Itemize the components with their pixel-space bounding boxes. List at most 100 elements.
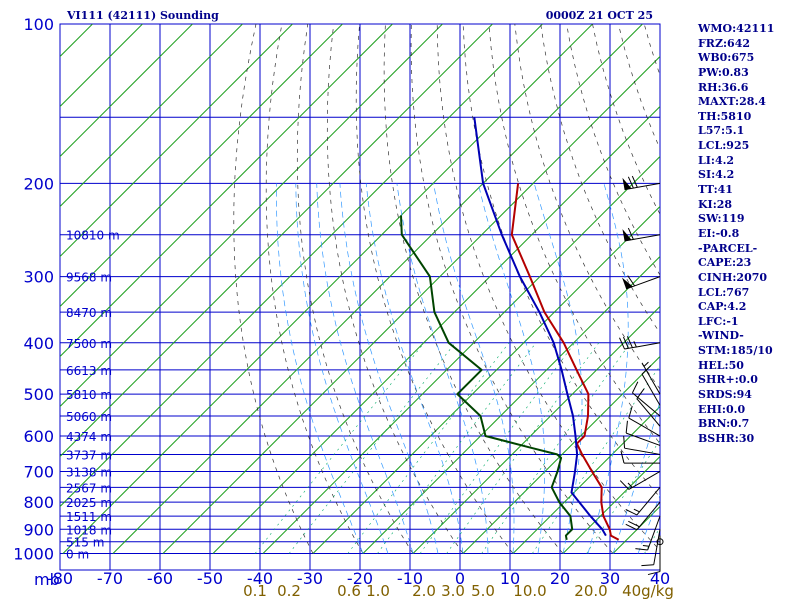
moist-adiabat-line <box>587 183 629 554</box>
height-label: 5810 m <box>66 388 112 402</box>
barb-half-flag <box>643 361 649 367</box>
moist-adiabat-line <box>339 183 439 554</box>
height-label: 4374 m <box>66 430 112 444</box>
barb-staff <box>624 447 661 455</box>
isotherm-line <box>262 155 660 554</box>
mixing-ratio-label: 10.0 <box>513 582 546 600</box>
moist-adiabat-line <box>612 399 660 554</box>
barb-flag <box>628 520 640 528</box>
stat-item: LI:4.2 <box>698 153 735 167</box>
pressure-tick-label: 100 <box>23 15 54 34</box>
dry-adiabat-line <box>540 24 660 334</box>
dry-adiabat-line <box>410 24 614 554</box>
stat-item: CINH:2070 <box>698 270 768 284</box>
isotherm-line <box>562 455 660 554</box>
moist-adiabat-line <box>477 183 546 554</box>
pressure-tick-label: 400 <box>23 334 54 353</box>
barb-flag <box>625 420 628 434</box>
isotherm-line <box>60 24 343 308</box>
barb-flag <box>628 406 633 419</box>
wind-barb <box>636 388 661 427</box>
barb-flag <box>619 337 626 350</box>
wind-barb <box>619 471 661 490</box>
barb-flag <box>620 450 625 464</box>
chart-title: VI111 (42111) Sounding <box>66 9 219 22</box>
moist-adiabat-line <box>637 494 660 554</box>
mixing-ratio-label: 2.0 <box>412 582 436 600</box>
moist-adiabat-line <box>365 183 464 554</box>
moist-adiabat-line <box>396 183 489 554</box>
barb-staff <box>653 529 661 565</box>
barb-staff <box>636 398 661 427</box>
dry-adiabat-line <box>265 24 364 554</box>
mixing-ratio-label: 3.0 <box>441 582 465 600</box>
isotherm-line <box>112 24 643 554</box>
stat-item: LFC:-1 <box>698 314 739 328</box>
stat-item: KI:28 <box>698 197 733 211</box>
barb-flag <box>627 227 634 240</box>
stat-item: SRDS:94 <box>698 388 752 402</box>
stat-item: TH:5810 <box>698 109 752 123</box>
wind-barb <box>641 361 661 395</box>
mixing-ratio-line <box>377 342 537 554</box>
mixing-ratio-line <box>347 342 510 554</box>
height-label: 1018 m <box>66 523 112 537</box>
barb-half-flag <box>633 508 640 513</box>
barb-pennant <box>622 177 632 190</box>
temperature-tick-label: -80 <box>47 569 73 588</box>
isotherm-line <box>512 405 660 554</box>
barb-flag <box>631 175 638 188</box>
barb-pennant <box>622 229 632 241</box>
stat-item: FRZ:642 <box>698 36 751 50</box>
barb-flag <box>641 365 652 375</box>
stat-item: -WIND- <box>698 329 744 343</box>
barb-staff <box>647 515 661 551</box>
stat-item: SI:4.2 <box>698 168 735 182</box>
moist-adiabat-line <box>533 183 583 554</box>
stat-item: LCL:767 <box>698 285 750 299</box>
stat-item: TT:41 <box>698 183 733 197</box>
wind-barb <box>635 515 661 551</box>
wind-barb <box>620 450 660 464</box>
stat-item: CAPE:23 <box>698 256 752 270</box>
stat-item: BSHR:30 <box>698 431 755 445</box>
dry-adiabat-line <box>355 24 514 554</box>
moist-adiabat-line <box>276 183 364 554</box>
wind-barb <box>641 365 661 406</box>
dry-adiabat-line <box>296 24 414 554</box>
mixing-ratio-label: 40g/kg <box>622 582 674 600</box>
mixing-ratio-line <box>288 342 456 554</box>
barb-staff <box>624 182 661 191</box>
temperature-tick-label: -20 <box>347 569 373 588</box>
isotherm-line <box>60 24 243 208</box>
height-label: 8470 m <box>66 306 112 320</box>
wind-barb <box>619 336 661 350</box>
barb-staff <box>624 342 661 350</box>
pressure-tick-label: 300 <box>23 268 54 287</box>
height-label: 0 m <box>66 548 89 562</box>
parcel-line <box>473 117 607 537</box>
stat-item: LCL:925 <box>698 139 750 153</box>
barb-staff <box>636 501 661 531</box>
dewpoint-line <box>400 215 574 540</box>
wind-barb <box>656 538 664 546</box>
stat-item: EI:-0.8 <box>698 226 740 240</box>
wind-barb <box>623 435 661 455</box>
pressure-unit-label: mb <box>34 570 60 589</box>
isotherm-line <box>412 305 660 554</box>
dry-adiabat-line <box>233 24 314 554</box>
calm-circle <box>656 538 664 546</box>
isotherm-line <box>162 55 660 554</box>
wind-barb <box>641 529 661 567</box>
pressure-tick-label: 600 <box>23 427 54 446</box>
height-label: 1511 m <box>66 510 112 524</box>
barb-staff <box>641 362 661 395</box>
moist-adiabat-line <box>316 183 414 554</box>
chart-datetime: 0000Z 21 OCT 25 <box>546 9 653 22</box>
barb-pennant <box>622 277 633 289</box>
barb-flag <box>623 435 626 449</box>
dry-adiabat-line <box>462 24 660 498</box>
moist-adiabat-line <box>433 183 515 554</box>
dry-adiabat-line <box>566 24 660 276</box>
